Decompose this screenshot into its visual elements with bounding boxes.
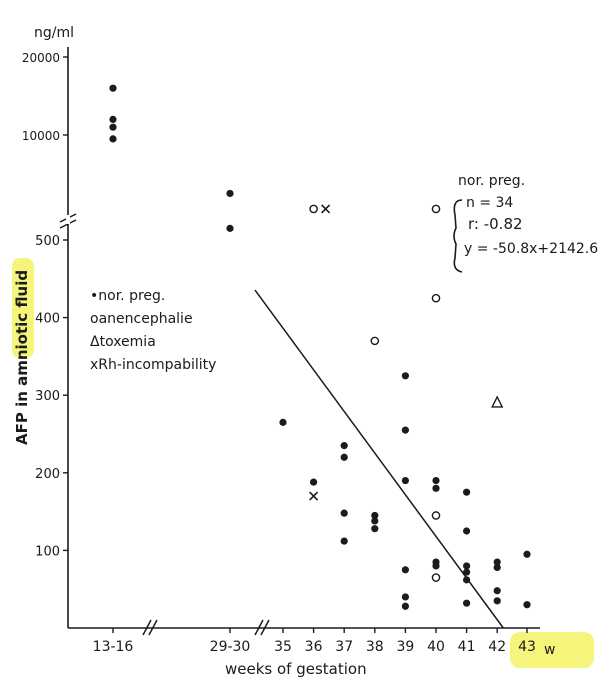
- y-tick-label: 100: [35, 544, 60, 559]
- x-ticks: 13-16 29-30 35 36 37 38 39 40 41 42 43: [93, 628, 536, 655]
- x-tick-label: 42: [488, 639, 506, 655]
- x-last-tick-highlight: [510, 632, 594, 668]
- point-nor-preg: [371, 517, 379, 525]
- point-nor-preg: [279, 418, 287, 426]
- point-nor-preg: [432, 484, 440, 492]
- axes: [59, 47, 540, 636]
- point-nor-preg: [109, 84, 117, 92]
- legend-item-anencephalie: oanencephalie: [90, 311, 193, 327]
- x-tick-label: 43: [518, 639, 536, 655]
- y-axis-gap: [66, 215, 70, 224]
- point-nor-preg: [463, 527, 471, 535]
- x-unit-label: w: [544, 642, 555, 658]
- point-nor-preg: [340, 509, 348, 517]
- data-points: [109, 84, 531, 610]
- point-nor-preg: [340, 537, 348, 545]
- point-nor-preg: [401, 372, 409, 380]
- stats-heading: nor. preg.: [458, 173, 525, 189]
- point-nor-preg: [523, 550, 531, 558]
- y-tick-label: 20000: [22, 51, 60, 65]
- stats-line-equation: y = -50.8x+2142.6: [464, 241, 598, 257]
- point-nor-preg: [226, 189, 234, 198]
- x-axis-title: weeks of gestation: [225, 660, 367, 678]
- regression-line-group: [254, 289, 504, 629]
- point-nor-preg: [109, 135, 117, 143]
- point-nor-preg: [371, 511, 379, 520]
- stats-annotation: nor. preg. n = 34 r: -0.82 y = -50.8x+21…: [453, 173, 598, 273]
- x-tick-label: 38: [366, 639, 384, 655]
- legend: •nor. preg. oanencephalie Δtoxemia xRh-i…: [90, 288, 216, 373]
- point-nor-preg: [493, 563, 501, 572]
- point-nor-preg: [463, 599, 471, 607]
- point-nor-preg: [401, 476, 409, 485]
- point-nor-preg: [401, 426, 409, 434]
- point-anencephalie: [431, 293, 441, 303]
- legend-item-nor-preg: •nor. preg.: [90, 288, 165, 304]
- y-axis-title-highlight: [12, 258, 34, 358]
- point-nor-preg: [463, 568, 471, 576]
- point-nor-preg: [401, 566, 409, 574]
- point-rh-incompability: [309, 491, 319, 501]
- x-tick-label: 36: [305, 639, 323, 655]
- stats-brace: [453, 199, 463, 273]
- x-tick-label: 13-16: [93, 639, 134, 655]
- point-nor-preg: [109, 123, 117, 131]
- point-nor-preg: [432, 476, 440, 485]
- x-tick-label: 37: [335, 639, 353, 655]
- x-tick-label: 29-30: [210, 639, 251, 655]
- y-axis-title: AFP in amniotic fluid: [13, 270, 31, 445]
- legend-item-rh-incompability: xRh-incompability: [90, 357, 216, 373]
- point-anencephalie: [431, 204, 441, 214]
- stats-line-n: n = 34: [466, 195, 513, 211]
- x-axis-break-1: [142, 619, 158, 636]
- legend-item-toxemia: Δtoxemia: [90, 334, 156, 350]
- y-tick-label: 300: [35, 389, 60, 404]
- regression-line: [254, 289, 504, 629]
- point-nor-preg: [340, 453, 348, 461]
- point-toxemia: [491, 395, 504, 408]
- x-tick-label: 41: [458, 639, 476, 655]
- point-nor-preg: [463, 488, 471, 496]
- point-nor-preg: [493, 587, 501, 595]
- point-anencephalie: [309, 204, 318, 214]
- x-axis-break-2: [254, 619, 270, 636]
- y-unit-label: ng/ml: [34, 25, 74, 41]
- y-tick-label: 400: [35, 312, 60, 327]
- point-nor-preg: [463, 562, 471, 570]
- point-anencephalie: [431, 573, 441, 582]
- point-nor-preg: [523, 601, 531, 609]
- x-tick-label: 39: [396, 639, 414, 655]
- y-ticks: 100 200 300 400 500 10000 20000: [22, 51, 68, 559]
- stats-line-r: r: -0.82: [468, 215, 523, 233]
- point-nor-preg: [493, 558, 501, 566]
- point-rh-incompability: [321, 204, 331, 214]
- point-nor-preg: [109, 115, 117, 123]
- point-nor-preg: [432, 562, 440, 570]
- point-nor-preg: [401, 593, 409, 601]
- x-tick-label: 35: [274, 639, 292, 655]
- point-nor-preg: [226, 224, 234, 232]
- y-tick-label: 500: [35, 234, 60, 249]
- y-tick-label: 200: [35, 467, 60, 482]
- point-nor-preg: [401, 602, 409, 610]
- point-nor-preg: [310, 478, 318, 486]
- point-nor-preg: [493, 597, 501, 605]
- x-tick-label: 40: [427, 639, 445, 655]
- point-nor-preg: [371, 525, 379, 533]
- point-anencephalie: [431, 511, 441, 520]
- point-anencephalie: [370, 336, 380, 346]
- point-nor-preg: [463, 576, 471, 584]
- y-axis-title-group: AFP in amniotic fluid: [12, 258, 34, 445]
- point-nor-preg: [340, 442, 348, 450]
- y-tick-label: 10000: [22, 129, 60, 143]
